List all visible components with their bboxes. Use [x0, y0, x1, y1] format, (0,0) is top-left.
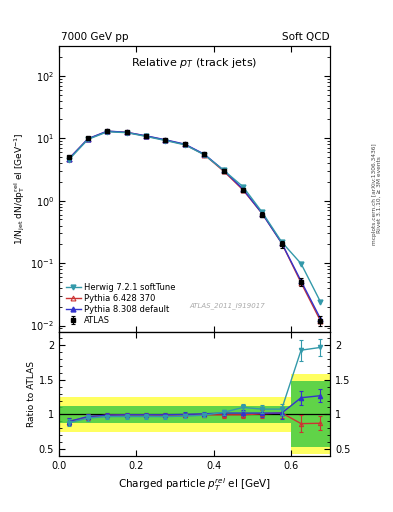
Herwig 7.2.1 softTune [182, 142, 187, 148]
Y-axis label: 1/N$_{\rm jet}$ dN/dp$_{\rm T}^{\rm rel}$ el [GeV$^{-1}$]: 1/N$_{\rm jet}$ dN/dp$_{\rm T}^{\rm rel}… [13, 133, 28, 245]
Pythia 6.428 370 [144, 133, 149, 139]
Pythia 6.428 370 [105, 128, 110, 134]
Pythia 6.428 370 [202, 152, 207, 158]
Text: Relative $p_T$ (track jets): Relative $p_T$ (track jets) [131, 56, 258, 70]
Pythia 8.308 default [66, 156, 71, 162]
Pythia 8.308 default [105, 128, 110, 134]
Text: Soft QCD: Soft QCD [282, 32, 329, 42]
Pythia 8.308 default [318, 315, 323, 322]
Herwig 7.2.1 softTune [318, 298, 323, 305]
Pythia 8.308 default [299, 278, 303, 284]
Pythia 6.428 370 [66, 156, 71, 162]
Herwig 7.2.1 softTune [241, 183, 245, 189]
Herwig 7.2.1 softTune [299, 261, 303, 267]
Herwig 7.2.1 softTune [105, 129, 110, 135]
Herwig 7.2.1 softTune [66, 157, 71, 163]
Pythia 6.428 370 [279, 240, 284, 246]
Pythia 6.428 370 [86, 136, 90, 142]
Text: 7000 GeV pp: 7000 GeV pp [61, 32, 129, 42]
Herwig 7.2.1 softTune [144, 133, 149, 139]
Pythia 6.428 370 [241, 187, 245, 193]
Pythia 8.308 default [260, 211, 265, 217]
Herwig 7.2.1 softTune [163, 137, 168, 143]
Herwig 7.2.1 softTune [279, 239, 284, 245]
Pythia 8.308 default [182, 141, 187, 147]
Pythia 6.428 370 [221, 168, 226, 174]
Pythia 8.308 default [144, 133, 149, 139]
Herwig 7.2.1 softTune [221, 167, 226, 173]
Line: Pythia 8.308 default: Pythia 8.308 default [66, 129, 323, 321]
Pythia 8.308 default [241, 186, 245, 192]
Herwig 7.2.1 softTune [260, 209, 265, 216]
Pythia 8.308 default [279, 240, 284, 246]
Pythia 6.428 370 [318, 318, 323, 324]
Legend: Herwig 7.2.1 softTune, Pythia 6.428 370, Pythia 8.308 default, ATLAS: Herwig 7.2.1 softTune, Pythia 6.428 370,… [63, 280, 178, 327]
Pythia 6.428 370 [182, 141, 187, 147]
X-axis label: Charged particle $p_T^{rel}$ el [GeV]: Charged particle $p_T^{rel}$ el [GeV] [118, 476, 271, 493]
Line: Pythia 6.428 370: Pythia 6.428 370 [66, 129, 323, 323]
Text: ATLAS_2011_I919017: ATLAS_2011_I919017 [189, 302, 265, 309]
Pythia 6.428 370 [260, 211, 265, 217]
Herwig 7.2.1 softTune [125, 130, 129, 136]
Pythia 8.308 default [202, 151, 207, 157]
Text: Rivet 3.1.10, ≥ 3M events: Rivet 3.1.10, ≥ 3M events [377, 156, 382, 233]
Y-axis label: Ratio to ATLAS: Ratio to ATLAS [27, 360, 36, 426]
Pythia 6.428 370 [299, 280, 303, 286]
Line: Herwig 7.2.1 softTune: Herwig 7.2.1 softTune [66, 130, 323, 304]
Text: mcplots.cern.ch [arXiv:1306.3436]: mcplots.cern.ch [arXiv:1306.3436] [372, 144, 376, 245]
Pythia 6.428 370 [163, 137, 168, 143]
Pythia 8.308 default [125, 129, 129, 135]
Herwig 7.2.1 softTune [202, 152, 207, 158]
Pythia 8.308 default [163, 137, 168, 143]
Herwig 7.2.1 softTune [86, 136, 90, 142]
Pythia 8.308 default [86, 136, 90, 142]
Pythia 8.308 default [221, 167, 226, 173]
Pythia 6.428 370 [125, 129, 129, 135]
